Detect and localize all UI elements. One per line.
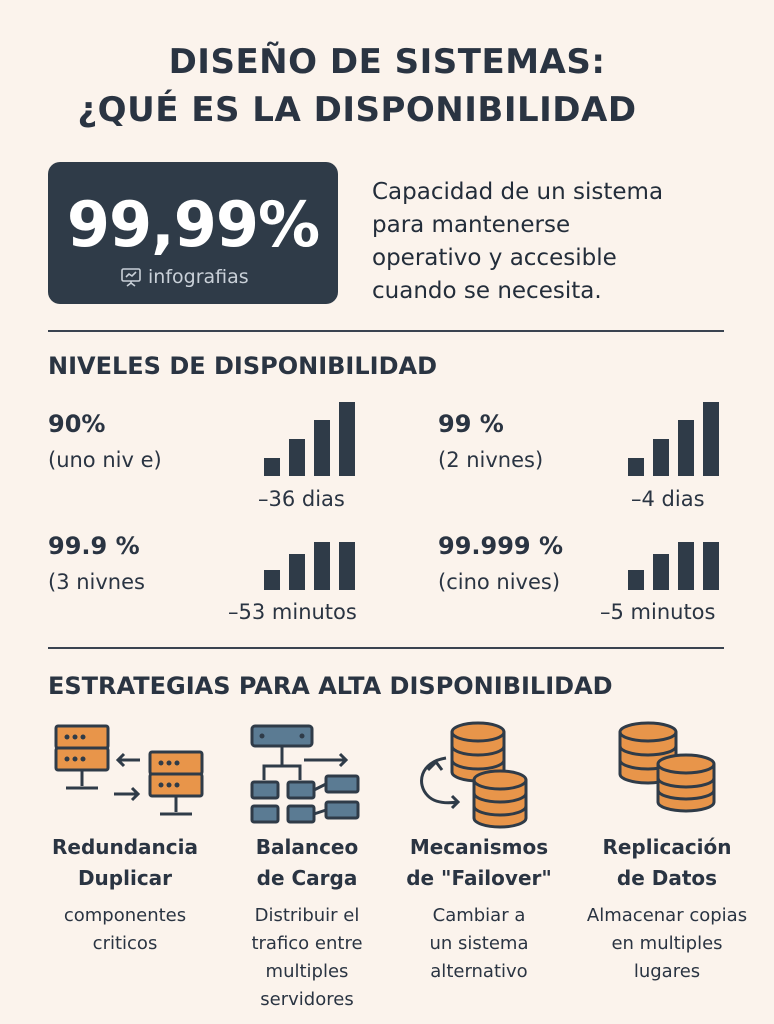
- level-percent: 99.999 %: [438, 532, 564, 560]
- strategy-title-line: Replicación: [602, 835, 732, 859]
- failover-databases-icon: [420, 721, 528, 829]
- strategy-title-line: de "Failover": [406, 866, 552, 890]
- strategy-desc-line: Almacenar copias: [586, 905, 748, 926]
- strategy-title-line: Mecanismos: [409, 835, 549, 859]
- strategy-description: componentes criticos: [40, 902, 210, 958]
- signal-bars-icon: [628, 542, 719, 590]
- strategy-title: Mecanismos de "Failover": [394, 832, 564, 894]
- level-percent: 90%: [48, 410, 106, 438]
- definition-line: Capacidad de un sistema: [372, 179, 664, 205]
- strategy-desc-line: multiples: [265, 961, 349, 982]
- definition-line: para mantenerse: [372, 212, 571, 238]
- strategy-title-line: Duplicar: [77, 866, 173, 890]
- strategy-desc-line: alternativo: [430, 961, 528, 982]
- level-label: (2 nivnes): [438, 448, 544, 472]
- strategy-description: Almacenar copias en multiples lugares: [582, 902, 752, 986]
- replicated-databases-icon: [618, 721, 716, 813]
- signal-bars-icon: [628, 402, 719, 476]
- strategy-title: Redundancia Duplicar: [40, 832, 210, 894]
- strategy-title-line: de Datos: [616, 866, 718, 890]
- brand-watermark: infografias: [120, 266, 249, 288]
- strategy-desc-line: lugares: [633, 961, 701, 982]
- strategy-desc-line: Distribuir el: [254, 905, 360, 926]
- level-downtime: –4 dias: [631, 487, 705, 511]
- level-label: (uno niv e): [48, 448, 162, 472]
- brand-label: infografias: [148, 266, 249, 288]
- signal-bars-icon: [264, 402, 355, 476]
- strategy-title-line: Redundancia: [51, 835, 198, 859]
- strategy-desc-line: criticos: [92, 933, 158, 954]
- presentation-icon: [121, 268, 141, 287]
- strategy-desc-line: Cambiar a: [432, 905, 526, 926]
- level-percent: 99.9 %: [48, 532, 140, 560]
- level-percent: 99 %: [438, 410, 504, 438]
- divider: [48, 647, 724, 649]
- level-downtime: –53 minutos: [228, 600, 357, 624]
- strategy-title-line: Balanceo: [255, 835, 359, 859]
- strategy-desc-line: trafico entre: [251, 933, 363, 954]
- level-label: (cino nives): [438, 570, 561, 594]
- hero-percentage: 99,99%: [66, 188, 320, 261]
- strategy-title: Replicación de Datos: [582, 832, 752, 894]
- definition-text: Capacidad de un sistema para mantenerse …: [372, 176, 712, 308]
- strategies-heading: ESTRATEGIAS PARA ALTA DISPONIBILIDAD: [48, 672, 613, 700]
- definition-line: operativo y accesible: [372, 245, 617, 271]
- strategy-desc-line: un sistema: [429, 933, 529, 954]
- signal-bars-icon: [264, 542, 355, 590]
- redundant-servers-icon: [54, 724, 204, 816]
- availability-hero-card: 99,99% infografias: [48, 162, 338, 304]
- page-title-line-1: DISEÑO DE SISTEMAS:: [168, 42, 606, 82]
- page-title-line-2: ¿QUÉ ES LA DISPONIBILIDAD: [77, 90, 637, 130]
- strategy-title-line: de Carga: [256, 866, 358, 890]
- strategy-desc-line: servidores: [260, 989, 354, 1010]
- levels-heading: NIVELES DE DISPONIBILIDAD: [48, 352, 437, 380]
- strategy-description: Distribuir el trafico entre multiples se…: [222, 902, 392, 1014]
- level-label: (3 nivnes: [48, 570, 145, 594]
- divider: [48, 330, 724, 332]
- definition-line: cuando se necesita.: [372, 278, 602, 304]
- strategy-description: Cambiar a un sistema alternativo: [394, 902, 564, 986]
- level-downtime: –5 minutos: [600, 600, 716, 624]
- strategy-desc-line: componentes: [63, 905, 187, 926]
- level-downtime: –36 dias: [258, 487, 345, 511]
- strategy-title: Balanceo de Carga: [222, 832, 392, 894]
- load-balancer-icon: [250, 724, 360, 824]
- strategy-desc-line: en multiples: [611, 933, 723, 954]
